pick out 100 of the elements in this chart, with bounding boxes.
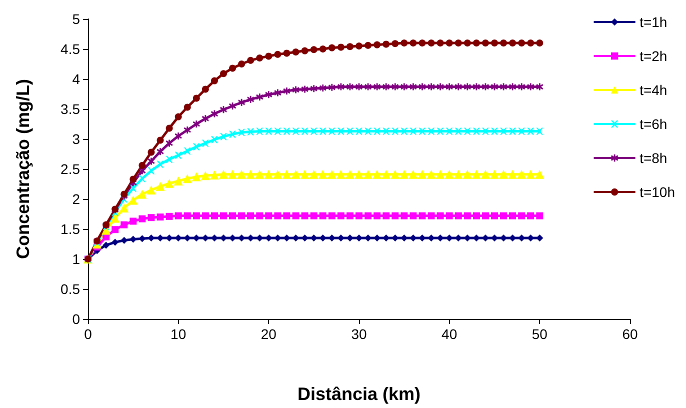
point [436, 40, 444, 46]
point [436, 170, 445, 179]
point [220, 212, 227, 220]
point [428, 234, 435, 242]
point [436, 83, 444, 90]
point [527, 212, 534, 220]
point [318, 170, 328, 179]
point [229, 212, 236, 220]
point [265, 128, 272, 135]
point [174, 113, 182, 120]
point [291, 170, 300, 179]
point [356, 212, 362, 220]
point [472, 170, 481, 179]
point [292, 212, 300, 220]
point [210, 136, 218, 144]
point [500, 40, 508, 46]
point [428, 128, 435, 135]
point [426, 170, 436, 179]
x-tick-label: 60 [622, 326, 638, 342]
point [526, 170, 536, 179]
point [166, 124, 173, 132]
point [247, 56, 254, 64]
point [246, 170, 256, 179]
point [410, 212, 417, 220]
y-tick-label: 4.5 [60, 41, 80, 57]
point [482, 83, 489, 90]
point [274, 50, 282, 58]
point [436, 234, 444, 242]
point [220, 106, 227, 114]
point [301, 234, 308, 242]
point [536, 212, 544, 220]
point [156, 148, 164, 156]
point [518, 128, 526, 135]
y-tick-label: 4 [72, 71, 80, 87]
point [192, 94, 200, 102]
point [174, 176, 183, 186]
point [491, 212, 498, 220]
point [346, 128, 354, 135]
point [220, 133, 227, 140]
point [256, 54, 264, 62]
point [274, 128, 282, 135]
point [535, 170, 544, 179]
point [418, 170, 427, 179]
point [130, 176, 137, 183]
point [300, 170, 310, 179]
point [390, 170, 400, 179]
point [148, 214, 155, 222]
point [138, 167, 146, 174]
point [184, 104, 191, 111]
point [328, 212, 336, 220]
point [265, 212, 272, 220]
point [382, 83, 390, 90]
point [518, 212, 526, 220]
point [337, 83, 344, 90]
point [509, 128, 516, 135]
y-tick-label: 0.5 [60, 281, 80, 297]
point [265, 52, 272, 60]
point [110, 214, 120, 223]
point [346, 83, 354, 90]
y-tick-label: 0 [72, 311, 80, 327]
point [464, 128, 471, 135]
point [274, 234, 282, 242]
point [148, 148, 155, 156]
point [392, 128, 399, 135]
y-tick-label: 1.5 [60, 221, 80, 237]
point [462, 170, 472, 179]
point [418, 234, 426, 242]
point [436, 212, 444, 220]
y-axis-title: Concentração (mg/L) [13, 78, 33, 260]
point [374, 128, 381, 135]
point [428, 83, 435, 90]
point [392, 40, 399, 48]
point [372, 170, 382, 179]
point [319, 84, 326, 92]
point [472, 128, 480, 135]
point [283, 128, 290, 135]
point [518, 83, 526, 90]
point [292, 234, 300, 242]
point [346, 212, 354, 220]
point [112, 238, 119, 246]
point [418, 40, 426, 46]
point [130, 218, 137, 225]
point [164, 178, 174, 188]
point [374, 83, 381, 90]
point [229, 130, 236, 138]
point [382, 128, 390, 135]
point [400, 40, 408, 46]
point [283, 234, 290, 242]
point [301, 212, 308, 220]
point [508, 170, 518, 179]
x-tick-label: 30 [351, 326, 367, 342]
point [264, 170, 274, 179]
point [472, 212, 480, 220]
point [346, 43, 354, 50]
point [499, 170, 508, 179]
point [184, 148, 191, 154]
point [174, 152, 182, 159]
point [536, 40, 544, 46]
x-tick-label: 40 [442, 326, 458, 342]
x-tick-label: 0 [84, 326, 92, 342]
